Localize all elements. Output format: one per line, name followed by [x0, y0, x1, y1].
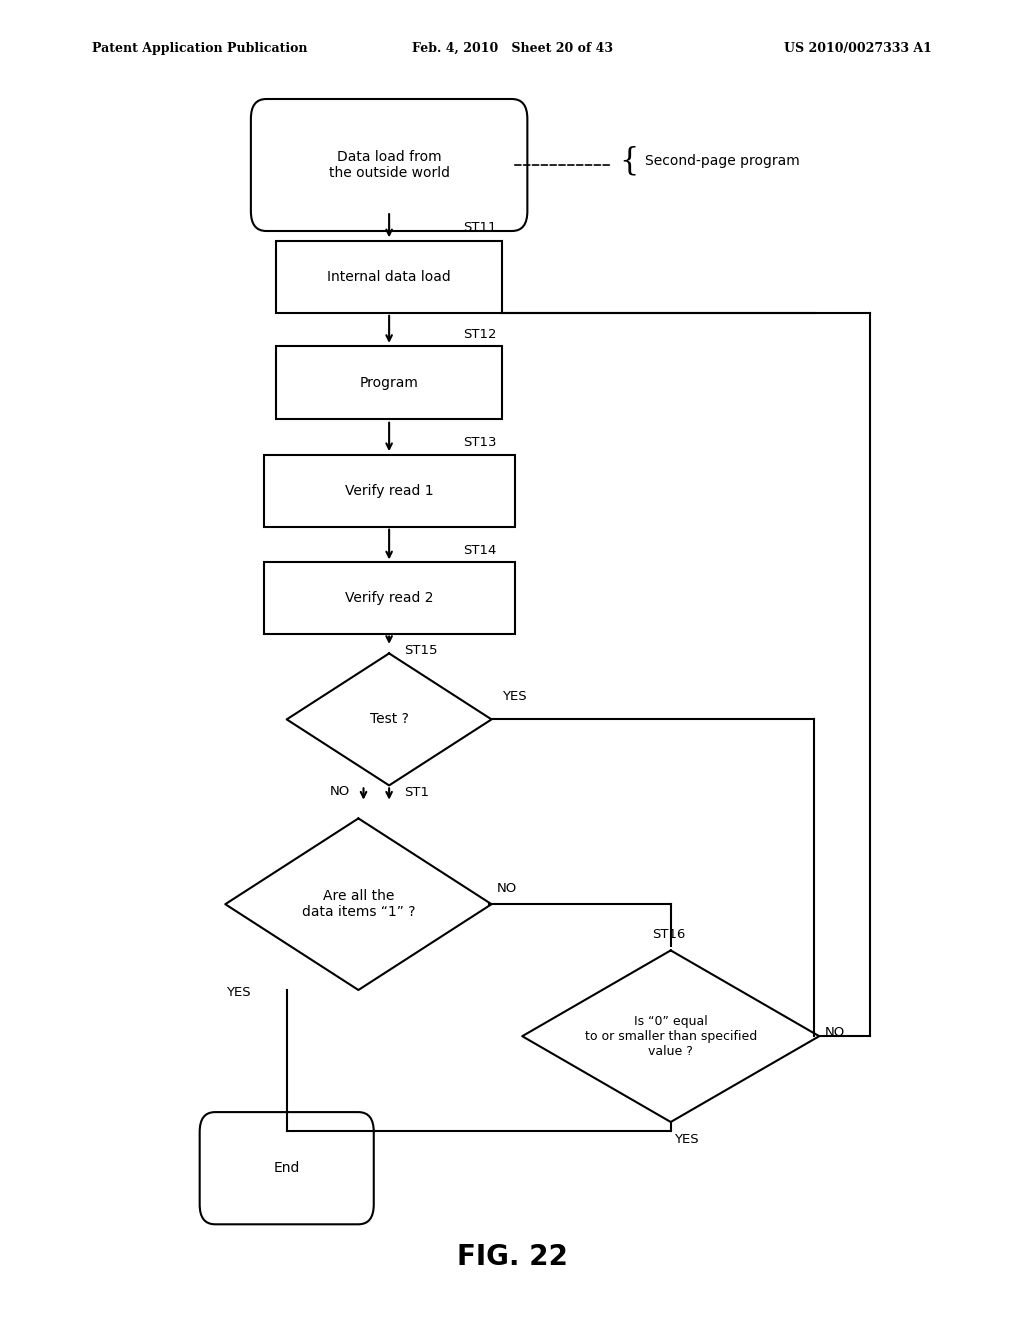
Text: Test ?: Test ? [370, 713, 409, 726]
Text: Feb. 4, 2010   Sheet 20 of 43: Feb. 4, 2010 Sheet 20 of 43 [412, 42, 612, 55]
Text: Data load from
the outside world: Data load from the outside world [329, 150, 450, 180]
Text: Is “0” equal
to or smaller than specified
value ?: Is “0” equal to or smaller than specifie… [585, 1015, 757, 1057]
Text: NO: NO [497, 882, 517, 895]
Polygon shape [225, 818, 492, 990]
Text: Second-page program: Second-page program [645, 154, 800, 168]
Text: Program: Program [359, 376, 419, 389]
Text: YES: YES [226, 986, 251, 999]
Text: NO: NO [824, 1026, 845, 1039]
Text: Internal data load: Internal data load [328, 271, 451, 284]
Text: ST1: ST1 [404, 785, 429, 799]
Text: End: End [273, 1162, 300, 1175]
Polygon shape [522, 950, 819, 1122]
FancyBboxPatch shape [200, 1111, 374, 1225]
Text: Verify read 2: Verify read 2 [345, 591, 433, 605]
Text: FIG. 22: FIG. 22 [457, 1242, 567, 1271]
Text: ST14: ST14 [463, 544, 497, 557]
Text: YES: YES [674, 1133, 698, 1146]
Text: YES: YES [502, 690, 526, 704]
Text: ST11: ST11 [463, 220, 497, 234]
FancyBboxPatch shape [264, 454, 514, 527]
FancyBboxPatch shape [251, 99, 527, 231]
Text: ST12: ST12 [463, 327, 497, 341]
Text: ST15: ST15 [404, 644, 438, 657]
FancyBboxPatch shape [276, 240, 502, 313]
Text: ST13: ST13 [463, 436, 497, 449]
Text: NO: NO [330, 785, 350, 799]
Text: {: { [620, 145, 639, 177]
Text: Verify read 1: Verify read 1 [345, 484, 433, 498]
FancyBboxPatch shape [264, 561, 514, 634]
Text: US 2010/0027333 A1: US 2010/0027333 A1 [784, 42, 932, 55]
Text: Are all the
data items “1” ?: Are all the data items “1” ? [302, 890, 415, 919]
Text: Patent Application Publication: Patent Application Publication [92, 42, 307, 55]
Polygon shape [287, 653, 492, 785]
FancyBboxPatch shape [276, 346, 502, 420]
Text: ST16: ST16 [652, 928, 686, 941]
